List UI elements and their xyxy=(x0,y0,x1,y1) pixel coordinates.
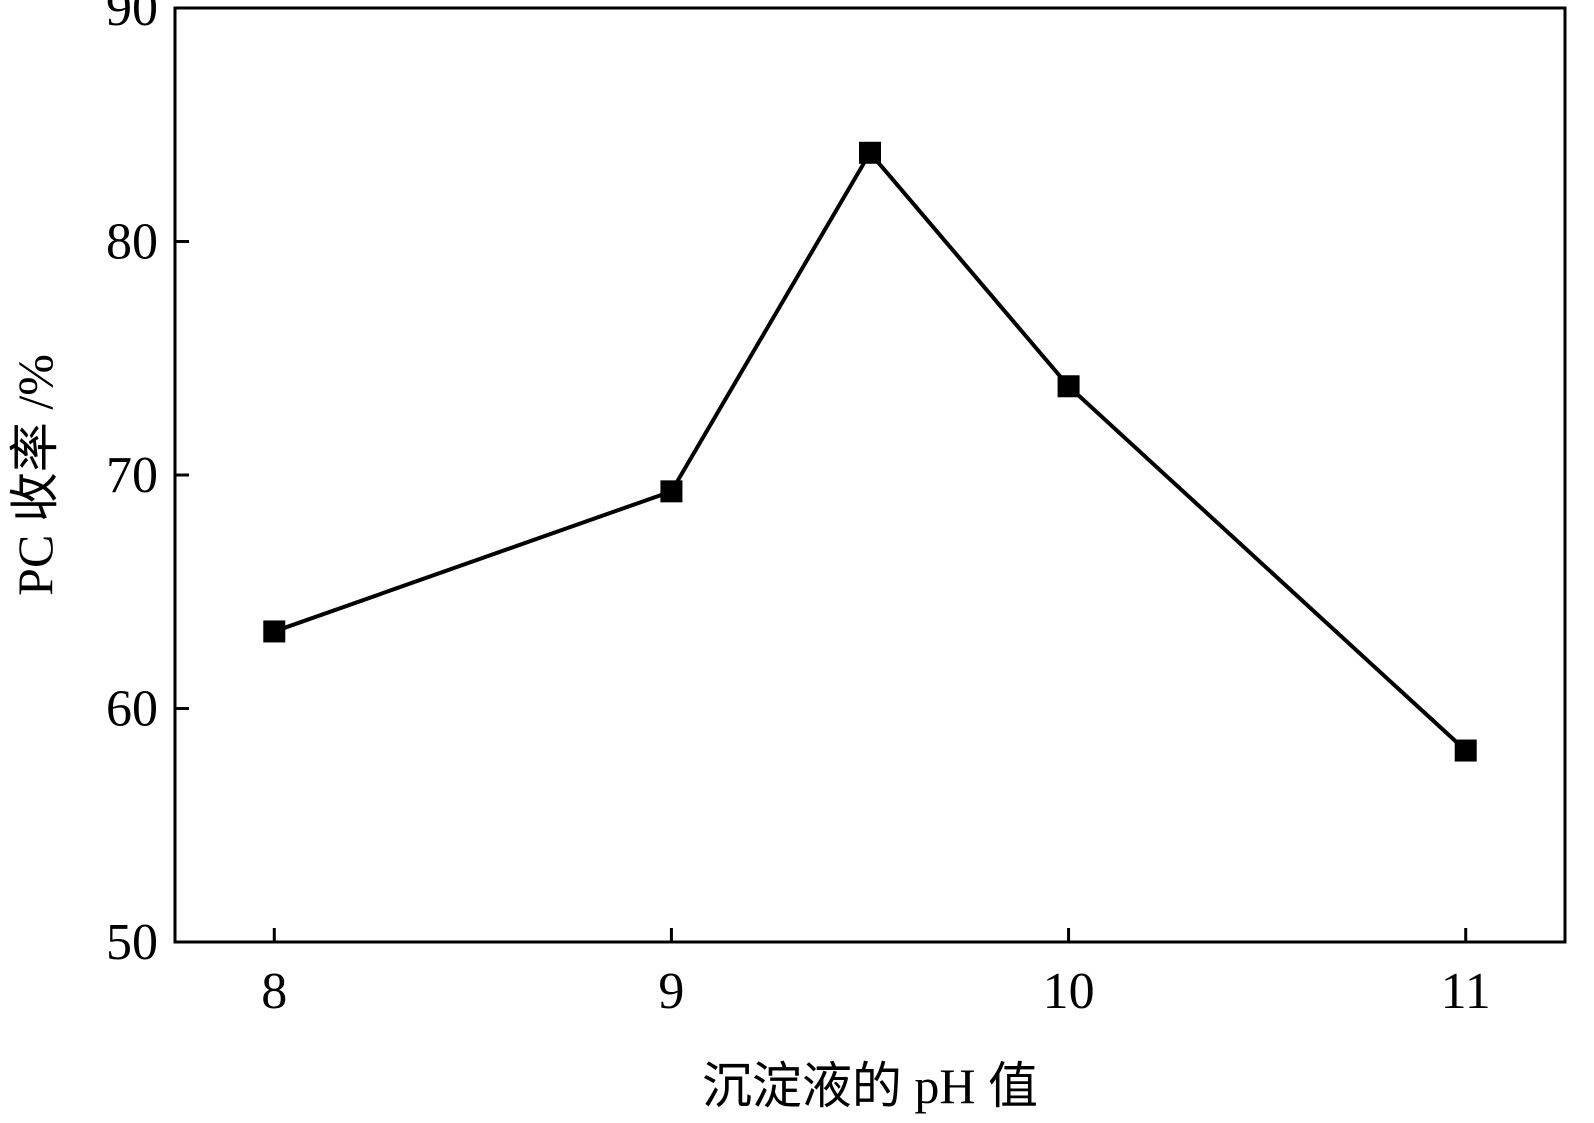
series-layer xyxy=(263,141,1477,762)
x-tick-label: 10 xyxy=(1043,963,1095,1020)
x-tick-label: 9 xyxy=(658,963,684,1020)
y-tick-label: 60 xyxy=(106,681,158,738)
axes-layer: 50 60 70 80 90 8 9 10 11 xyxy=(106,0,1567,1020)
x-axis-title: 沉淀液的 pH 值 xyxy=(702,1058,1038,1114)
data-point-marker xyxy=(263,620,286,643)
y-tick-label: 90 xyxy=(106,0,158,37)
data-point-marker xyxy=(1057,375,1080,398)
x-tick-label: 11 xyxy=(1441,963,1491,1020)
y-tick-label: 50 xyxy=(106,914,158,971)
y-tick-label: 70 xyxy=(106,447,158,504)
series-line xyxy=(273,149,1468,753)
data-point-marker xyxy=(859,141,881,164)
y-tick-label: 80 xyxy=(106,214,158,271)
data-point-marker xyxy=(1454,739,1477,762)
y-axis-title: PC 收率 /% xyxy=(7,354,63,596)
data-point-marker xyxy=(660,480,683,503)
x-tick-label: 8 xyxy=(261,963,287,1020)
